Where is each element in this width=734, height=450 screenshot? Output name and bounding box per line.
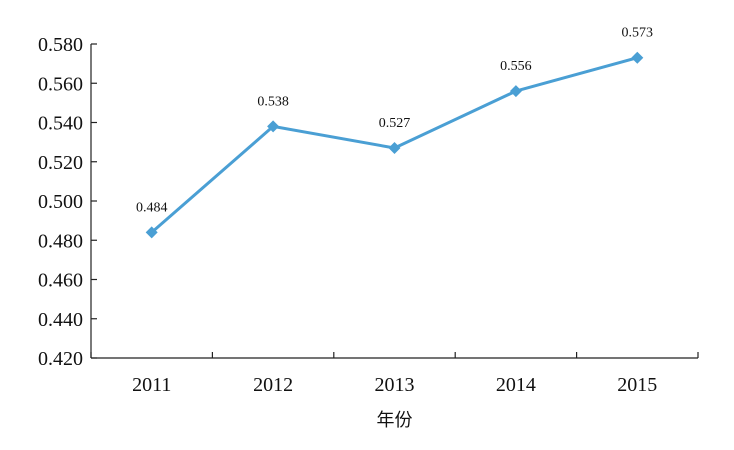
y-tick-label: 0.520 <box>38 152 83 174</box>
data-point-marker <box>388 142 401 155</box>
y-tick-label: 0.420 <box>38 348 83 370</box>
data-point-marker <box>267 120 280 133</box>
y-tick-label: 0.500 <box>38 191 83 213</box>
x-axis-title: 年份 <box>377 410 413 431</box>
data-point-marker <box>631 51 644 64</box>
data-point-marker <box>509 85 522 98</box>
y-tick-label: 0.460 <box>38 270 83 292</box>
data-point-marker <box>145 226 158 239</box>
data-labels-group: 0.484 0.538 0.527 0.556 0.573 <box>136 26 653 216</box>
y-tick-label: 0.580 <box>38 34 83 56</box>
data-label: 0.527 <box>379 116 411 131</box>
y-tick-label: 0.560 <box>38 73 83 95</box>
x-tick-label: 2011 <box>132 374 171 396</box>
data-label: 0.484 <box>136 200 168 215</box>
y-axis: 0.420 0.440 0.460 0.480 0.500 0.520 0.540 0.560… <box>38 34 97 370</box>
x-tick-label: 2015 <box>617 374 657 396</box>
y-tick-label: 0.540 <box>38 113 83 135</box>
data-label: 0.573 <box>622 26 654 41</box>
y-tick-label: 0.480 <box>38 230 83 252</box>
series-group <box>145 51 644 239</box>
x-tick-label: 2013 <box>375 374 415 396</box>
data-label: 0.538 <box>257 94 289 109</box>
x-tick-label: 2012 <box>253 374 293 396</box>
x-axis: 2011 2012 2013 2014 2015 <box>90 352 699 396</box>
data-label: 0.556 <box>500 59 532 74</box>
x-tick-label: 2014 <box>496 374 536 396</box>
y-tick-label: 0.440 <box>38 309 83 331</box>
